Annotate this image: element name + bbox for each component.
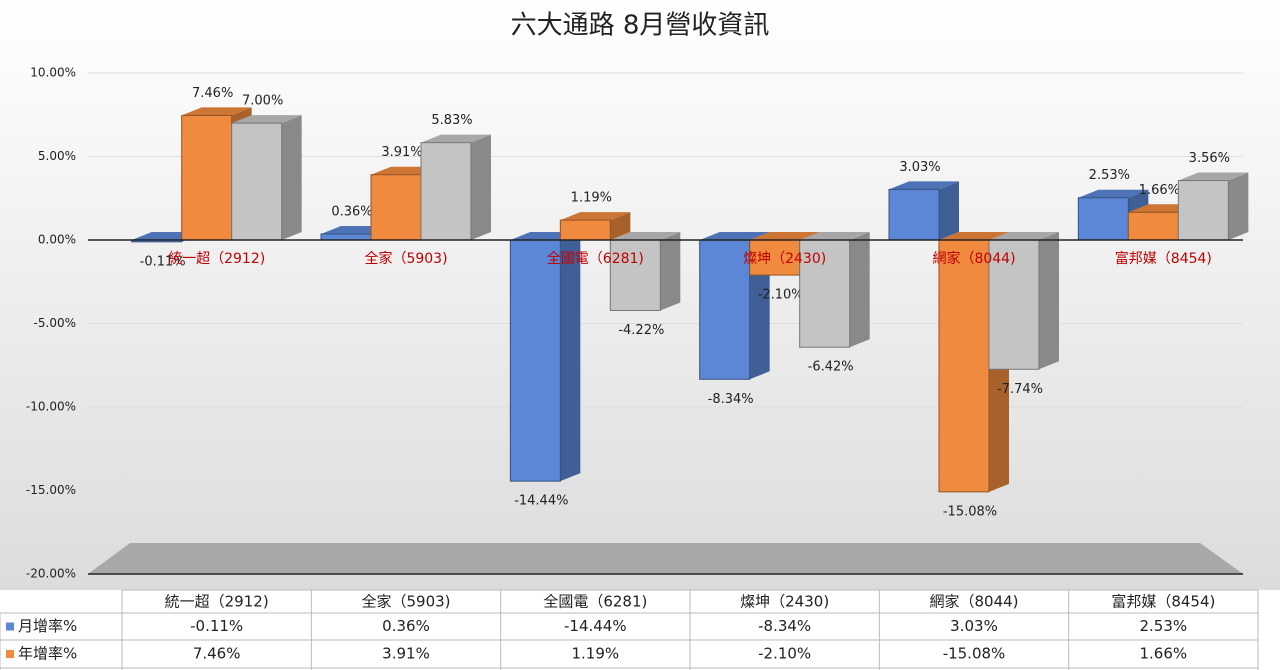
data-label: 3.91% <box>381 145 422 160</box>
chart-title: 六大通路 8月營收資訊 <box>511 11 770 41</box>
bar-side <box>281 115 302 240</box>
table-cell: -14.44% <box>564 617 627 635</box>
bar-side <box>849 232 870 348</box>
data-label: 2.53% <box>1089 168 1130 183</box>
bar-top <box>181 107 252 116</box>
data-label: 1.19% <box>571 191 612 206</box>
bar <box>1077 197 1129 241</box>
data-label: 7.46% <box>192 86 233 101</box>
bar <box>370 174 422 241</box>
bar <box>988 239 1040 370</box>
legend-label: 月增率% <box>18 617 77 635</box>
table-cell: 3.03% <box>950 617 998 635</box>
bar-top <box>231 115 302 124</box>
bar <box>231 122 283 241</box>
y-tick-label: -10.00% <box>26 400 76 414</box>
category-label: 燦坤（2430) <box>743 251 826 267</box>
bar-top <box>939 232 1009 240</box>
bar-side <box>1039 232 1059 370</box>
table-cell: 3.91% <box>382 645 430 663</box>
bar <box>181 114 233 241</box>
bar-top <box>889 181 959 190</box>
bar-side <box>939 181 959 240</box>
bar-top <box>989 232 1059 240</box>
data-label: 1.66% <box>1139 183 1180 198</box>
legend-label: 年增率% <box>18 645 77 663</box>
table-header: 統一超（2912) <box>165 593 269 611</box>
bar-side <box>660 232 681 311</box>
bar <box>509 239 561 482</box>
category-label: 富邦媒（8454) <box>1115 250 1212 267</box>
table-cell: 2.53% <box>1140 617 1188 635</box>
bar <box>799 239 851 348</box>
bar-top <box>1078 189 1149 198</box>
legend-key <box>6 622 14 631</box>
bar <box>749 239 801 276</box>
data-label: 3.56% <box>1189 151 1230 166</box>
bar <box>938 239 990 493</box>
data-label: -8.34% <box>708 392 754 407</box>
bar-top <box>1178 172 1249 181</box>
bar-side <box>1228 172 1249 240</box>
bar-side <box>560 232 581 482</box>
data-label: 5.83% <box>431 113 472 128</box>
data-label: -0.11% <box>140 254 186 269</box>
bar-top <box>699 232 770 240</box>
data-label: -4.22% <box>618 323 664 338</box>
data-label: -6.42% <box>808 360 854 375</box>
y-tick-label: 10.00% <box>30 66 76 80</box>
table-cell: -2.10% <box>758 645 811 663</box>
category-label: 統一超（2912) <box>168 251 265 267</box>
table-cell: 7.46% <box>193 645 241 663</box>
floor <box>88 543 1243 574</box>
bar-top <box>610 232 681 240</box>
table-cell: 1.19% <box>572 645 620 663</box>
bar-top <box>560 212 631 221</box>
table-cell: 0.36% <box>382 617 430 635</box>
bar <box>320 233 372 241</box>
data-label: 3.03% <box>899 160 940 175</box>
table-cell: -8.34% <box>758 617 811 635</box>
bar-top <box>421 134 491 143</box>
legend-key <box>6 650 14 658</box>
table-cell: -0.11% <box>190 617 243 635</box>
table-header: 燦坤（2430) <box>740 593 829 611</box>
bar <box>420 142 472 241</box>
table-header: 網家（8044) <box>929 593 1018 611</box>
data-label: -14.44% <box>514 494 568 509</box>
y-tick-label: -5.00% <box>34 316 76 330</box>
category-label: 網家（8044) <box>932 250 1015 267</box>
bar <box>888 188 940 241</box>
bar-top <box>799 232 870 240</box>
bar-side <box>610 212 631 240</box>
bar-side <box>471 134 491 240</box>
table-header: 富邦媒（8454) <box>1111 593 1215 611</box>
table-cell: 1.66% <box>1140 645 1188 663</box>
y-tick-label: -15.00% <box>26 483 76 497</box>
table-header: 全國電（6281) <box>543 593 647 611</box>
y-tick-label: 5.00% <box>38 149 76 163</box>
table-header: 全家（5903) <box>361 593 450 611</box>
y-tick-label: -20.00% <box>26 567 76 581</box>
category-label: 全家（5903) <box>364 250 447 267</box>
data-label: -2.10% <box>758 288 804 303</box>
y-tick-label: 0.00% <box>38 233 76 247</box>
data-label: 7.00% <box>242 94 283 109</box>
bar <box>559 219 611 241</box>
bar <box>1177 180 1229 241</box>
bar-top <box>749 232 820 240</box>
table-bg <box>0 590 1280 670</box>
bar <box>609 239 661 311</box>
data-label: 0.36% <box>331 204 372 219</box>
category-label: 全國電（6281) <box>547 250 644 267</box>
bar <box>1127 211 1179 241</box>
table-cell: -15.08% <box>943 645 1006 663</box>
data-label: -15.08% <box>943 504 997 519</box>
data-label: -7.74% <box>997 382 1043 397</box>
